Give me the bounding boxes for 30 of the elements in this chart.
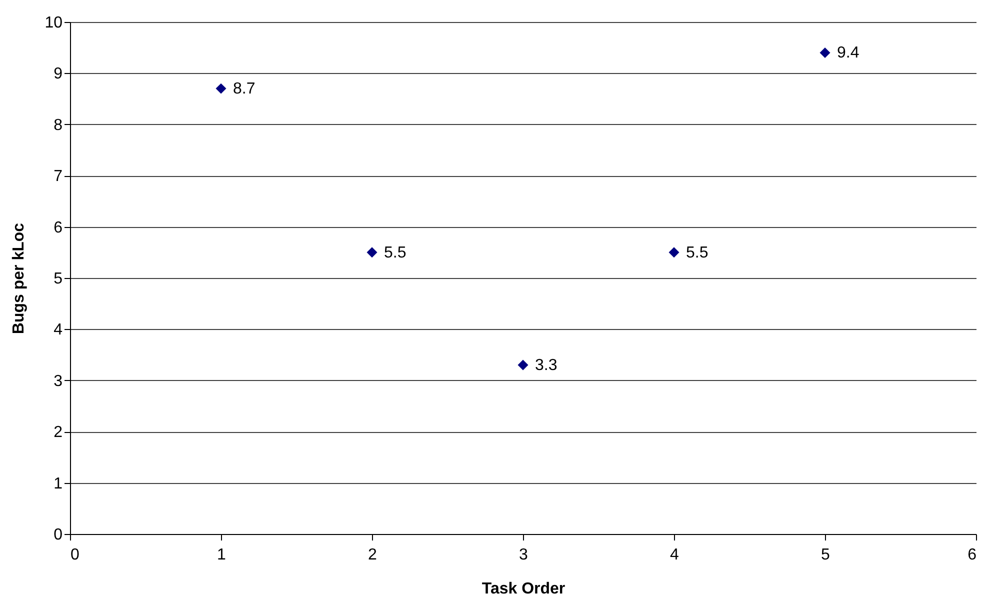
x-tick-label: 3 (519, 546, 528, 564)
x-axis-title: Task Order (482, 580, 566, 598)
y-tick-label: 7 (54, 168, 63, 186)
y-tick-label: 3 (54, 372, 63, 390)
y-tick-label: 5 (54, 270, 63, 288)
y-tick-label: 1 (54, 475, 63, 492)
y-tick-label: 2 (54, 424, 63, 442)
y-tick-label: 10 (44, 14, 63, 32)
y-tick-label: 8 (54, 116, 63, 134)
y-axis-title: Bugs per kLoc (10, 222, 28, 334)
point (668, 247, 680, 258)
y-tick-label: 6 (54, 219, 63, 236)
y-tick-label: 9 (54, 66, 63, 83)
x-tick-label: 5 (821, 546, 830, 564)
point (518, 360, 528, 370)
x-tick-label: 6 (968, 546, 977, 564)
point (366, 247, 378, 258)
y-tick-label: 0 (54, 526, 63, 544)
data-label: 8.7 (233, 80, 256, 98)
data-label: 9.4 (837, 44, 860, 62)
point (216, 83, 226, 94)
y-tick-label: 4 (54, 322, 63, 339)
point (820, 47, 830, 58)
x-tick-label: 1 (217, 546, 226, 564)
x-tick-label: 0 (70, 546, 80, 564)
data-label: 5.5 (384, 244, 406, 262)
data-label: 3.3 (535, 357, 558, 374)
x-tick-label: 2 (368, 546, 378, 564)
x-tick-label: 4 (670, 546, 680, 564)
data-label: 5.5 (686, 244, 708, 262)
